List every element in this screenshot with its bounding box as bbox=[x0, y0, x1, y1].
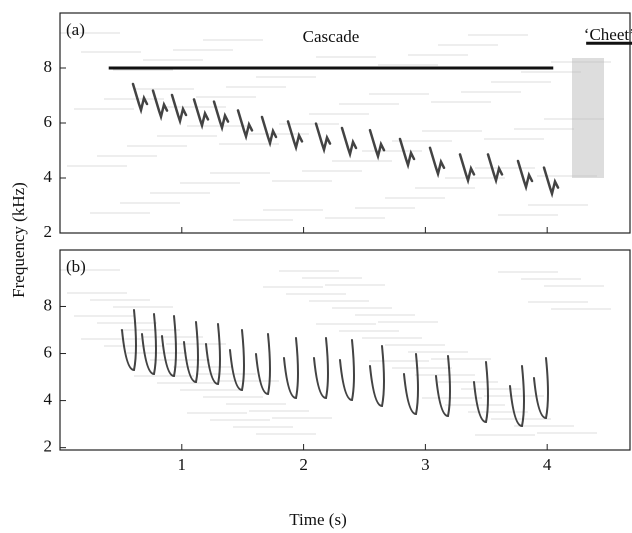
panel-frame bbox=[59, 12, 631, 234]
panel-label: (a) bbox=[66, 20, 85, 39]
note bbox=[131, 82, 149, 115]
y-tick-label: 2 bbox=[44, 222, 53, 241]
note bbox=[260, 115, 278, 148]
x-tick-label: 4 bbox=[543, 455, 552, 474]
panel-frame bbox=[59, 249, 631, 451]
note bbox=[428, 146, 446, 179]
y-tick-label: 4 bbox=[44, 389, 53, 408]
note bbox=[339, 339, 355, 402]
note bbox=[141, 313, 157, 376]
note bbox=[314, 122, 332, 155]
note bbox=[255, 333, 271, 396]
y-tick-label: 4 bbox=[44, 167, 53, 186]
note bbox=[161, 315, 177, 378]
note bbox=[509, 365, 525, 428]
note bbox=[458, 153, 476, 185]
note bbox=[435, 355, 451, 418]
note bbox=[340, 126, 358, 159]
note bbox=[229, 329, 245, 392]
y-tick-label: 8 bbox=[44, 57, 53, 76]
x-tick-label: 2 bbox=[299, 455, 308, 474]
note bbox=[283, 337, 299, 400]
x-tick-label: 1 bbox=[178, 455, 187, 474]
note bbox=[236, 109, 254, 141]
note bbox=[151, 89, 169, 122]
note bbox=[121, 309, 137, 372]
x-axis-label: Time (s) bbox=[289, 510, 346, 529]
y-tick-label: 6 bbox=[44, 342, 53, 361]
y-tick-label: 8 bbox=[44, 295, 53, 314]
note bbox=[542, 166, 560, 199]
note bbox=[313, 337, 329, 400]
annotation-text: ‘Cheet’ bbox=[584, 25, 632, 44]
note bbox=[486, 153, 504, 185]
y-axis-label: Frequency (kHz) bbox=[9, 182, 28, 298]
y-tick-label: 6 bbox=[44, 112, 53, 131]
note bbox=[286, 120, 304, 152]
note bbox=[212, 100, 230, 133]
note bbox=[192, 98, 210, 130]
note bbox=[205, 323, 221, 386]
note bbox=[369, 345, 385, 408]
note bbox=[473, 361, 489, 424]
note bbox=[398, 137, 416, 170]
note bbox=[403, 353, 419, 416]
note bbox=[368, 128, 386, 161]
y-tick-label: 2 bbox=[44, 437, 53, 456]
note bbox=[516, 159, 534, 192]
panel-label: (b) bbox=[66, 257, 86, 276]
cheet-smear bbox=[572, 58, 604, 178]
note bbox=[533, 357, 549, 420]
annotation-text: Cascade bbox=[303, 27, 360, 46]
x-tick-label: 3 bbox=[421, 455, 430, 474]
note bbox=[170, 93, 188, 126]
note bbox=[183, 321, 199, 384]
